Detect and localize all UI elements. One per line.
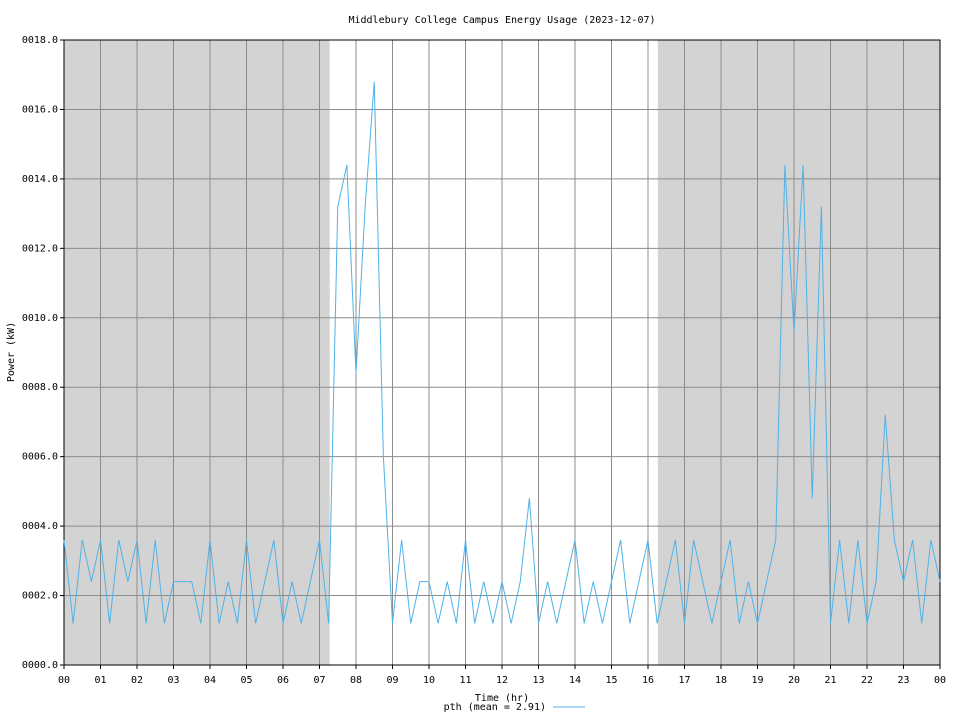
chart-title: Middlebury College Campus Energy Usage (… bbox=[348, 15, 655, 26]
x-tick-label: 00 bbox=[934, 675, 946, 686]
y-tick-label: 0000.0 bbox=[22, 660, 58, 671]
x-tick-label: 06 bbox=[277, 675, 289, 686]
x-tick-label: 16 bbox=[642, 675, 654, 686]
y-tick-label: 0014.0 bbox=[22, 174, 58, 185]
y-tick-label: 0010.0 bbox=[22, 313, 58, 324]
y-tick-label: 0004.0 bbox=[22, 521, 58, 532]
data-line bbox=[63, 81, 941, 624]
y-tick-label: 0016.0 bbox=[22, 104, 58, 115]
x-tick-label: 18 bbox=[715, 675, 727, 686]
x-tick-label: 20 bbox=[788, 675, 800, 686]
x-tick-label: 14 bbox=[569, 675, 581, 686]
night-shading bbox=[657, 40, 940, 665]
y-tick-label: 0018.0 bbox=[22, 35, 58, 46]
y-tick-label: 0012.0 bbox=[22, 243, 58, 254]
y-tick-label: 0002.0 bbox=[22, 591, 58, 602]
x-tick-label: 13 bbox=[532, 675, 544, 686]
x-tick-label: 10 bbox=[423, 675, 435, 686]
x-tick-label: 15 bbox=[605, 675, 617, 686]
y-tick-label: 0006.0 bbox=[22, 452, 58, 463]
x-tick-label: 04 bbox=[204, 675, 216, 686]
x-tick-label: 21 bbox=[824, 675, 836, 686]
x-tick-label: 12 bbox=[496, 675, 508, 686]
plot-frame bbox=[63, 39, 941, 666]
legend-label: pth (mean = 2.91) bbox=[444, 702, 546, 713]
x-tick-label: 08 bbox=[350, 675, 362, 686]
y-tick-label: 0008.0 bbox=[22, 382, 58, 393]
x-tick-label: 09 bbox=[386, 675, 398, 686]
x-tick-label: 11 bbox=[459, 675, 471, 686]
x-tick-label: 23 bbox=[897, 675, 909, 686]
y-axis-label: Power (kW) bbox=[6, 322, 17, 382]
x-tick-label: 19 bbox=[751, 675, 763, 686]
x-tick-label: 22 bbox=[861, 675, 873, 686]
x-tick-label: 01 bbox=[94, 675, 106, 686]
x-tick-label: 00 bbox=[58, 675, 70, 686]
x-tick-label: 05 bbox=[240, 675, 252, 686]
x-axis-label: Time (hr) bbox=[475, 693, 529, 704]
night-shading bbox=[64, 40, 330, 665]
x-tick-label: 03 bbox=[167, 675, 179, 686]
x-tick-label: 07 bbox=[313, 675, 325, 686]
x-tick-label: 17 bbox=[678, 675, 690, 686]
x-tick-label: 02 bbox=[131, 675, 143, 686]
